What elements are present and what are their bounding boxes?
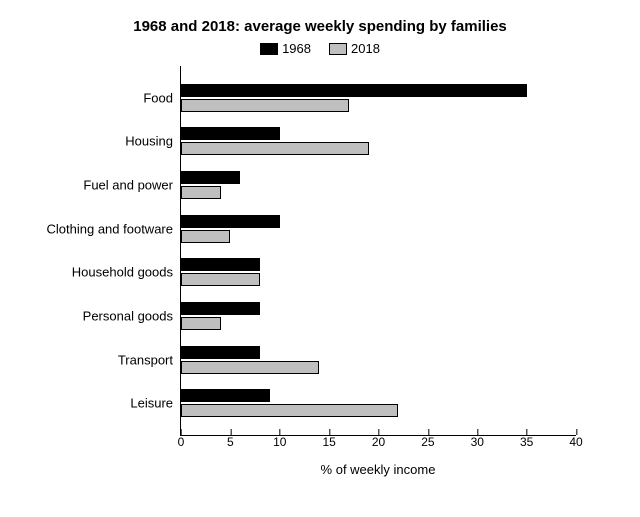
bar-1968-housing bbox=[181, 127, 280, 140]
row-fuel: Fuel and power bbox=[181, 163, 576, 207]
xtick: 35 bbox=[520, 435, 533, 449]
legend-item-2018: 2018 bbox=[329, 41, 380, 56]
xtick: 15 bbox=[322, 435, 335, 449]
bar-1968-personal bbox=[181, 302, 260, 315]
bar-1968-fuel bbox=[181, 171, 240, 184]
bar-2018-household bbox=[181, 273, 260, 286]
row-leisure: Leisure bbox=[181, 381, 576, 425]
bar-2018-food bbox=[181, 99, 349, 112]
legend-label-2018: 2018 bbox=[351, 41, 380, 56]
x-axis-label: % of weekly income bbox=[180, 462, 576, 477]
x-axis-ticks: 0 5 10 15 20 25 30 35 40 bbox=[181, 435, 576, 455]
row-household: Household goods bbox=[181, 251, 576, 295]
legend-label-1968: 1968 bbox=[282, 41, 311, 56]
category-label: Leisure bbox=[130, 396, 173, 411]
bar-1968-food bbox=[181, 84, 527, 97]
row-food: Food bbox=[181, 76, 576, 120]
category-label: Personal goods bbox=[83, 308, 173, 323]
bar-2018-clothing bbox=[181, 230, 230, 243]
bar-1968-clothing bbox=[181, 215, 280, 228]
legend-item-1968: 1968 bbox=[260, 41, 311, 56]
row-housing: Housing bbox=[181, 120, 576, 164]
bar-2018-fuel bbox=[181, 186, 221, 199]
chart-legend: 1968 2018 bbox=[24, 41, 616, 56]
legend-swatch-1968 bbox=[260, 43, 278, 55]
bar-1968-leisure bbox=[181, 389, 270, 402]
chart-title: 1968 and 2018: average weekly spending b… bbox=[24, 18, 616, 35]
xtick: 5 bbox=[227, 435, 234, 449]
xtick: 30 bbox=[471, 435, 484, 449]
bar-2018-transport bbox=[181, 361, 319, 374]
category-label: Transport bbox=[118, 352, 173, 367]
category-label: Household goods bbox=[72, 265, 173, 280]
bar-2018-leisure bbox=[181, 404, 398, 417]
xtick: 25 bbox=[421, 435, 434, 449]
xtick: 20 bbox=[372, 435, 385, 449]
bar-2018-personal bbox=[181, 317, 221, 330]
xtick: 0 bbox=[178, 435, 185, 449]
spending-chart: 1968 and 2018: average weekly spending b… bbox=[0, 0, 640, 517]
xtick: 40 bbox=[569, 435, 582, 449]
plot-area: Food Housing Fuel and power Clothing and… bbox=[180, 66, 576, 436]
category-label: Clothing and footware bbox=[47, 221, 173, 236]
row-clothing: Clothing and footware bbox=[181, 207, 576, 251]
bar-2018-housing bbox=[181, 142, 369, 155]
category-label: Food bbox=[143, 90, 173, 105]
bar-rows: Food Housing Fuel and power Clothing and… bbox=[181, 66, 576, 435]
category-label: Fuel and power bbox=[83, 178, 173, 193]
xtick: 10 bbox=[273, 435, 286, 449]
bar-1968-household bbox=[181, 258, 260, 271]
bar-1968-transport bbox=[181, 346, 260, 359]
row-personal: Personal goods bbox=[181, 294, 576, 338]
category-label: Housing bbox=[125, 134, 173, 149]
row-transport: Transport bbox=[181, 338, 576, 382]
legend-swatch-2018 bbox=[329, 43, 347, 55]
